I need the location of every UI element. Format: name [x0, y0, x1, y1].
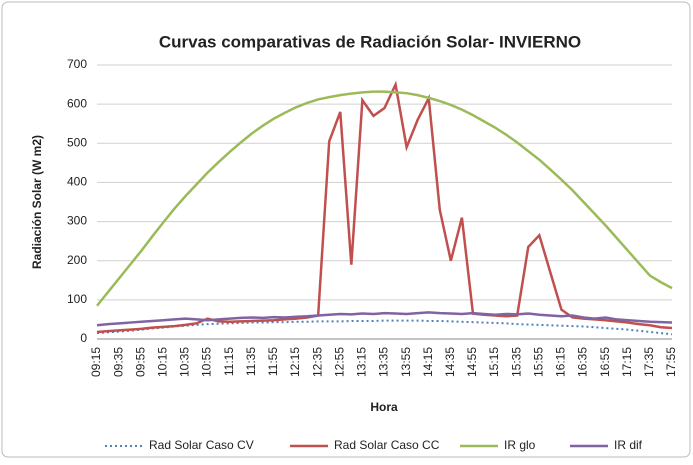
- x-tick-label: 09:15: [89, 347, 103, 377]
- x-tick-label: 09:35: [111, 347, 125, 377]
- x-tick-label: 15:55: [531, 347, 545, 377]
- x-tick-label: 15:35: [509, 347, 523, 377]
- x-tick-label: 17:15: [620, 347, 634, 377]
- x-tick-label: 15:15: [487, 347, 501, 377]
- x-tick-label: 16:35: [576, 347, 590, 377]
- x-tick-label: 14:15: [421, 347, 435, 377]
- x-tick-label: 12:35: [310, 347, 324, 377]
- x-tick-label: 13:55: [399, 347, 413, 377]
- chart-title: Curvas comparativas de Radiación Solar- …: [159, 32, 581, 51]
- y-tick-label: 500: [67, 135, 87, 149]
- x-tick-label: 10:35: [178, 347, 192, 377]
- y-tick-label: 200: [67, 253, 87, 267]
- legend-label: IR glo: [504, 438, 536, 452]
- y-tick-label: 300: [67, 214, 87, 228]
- x-tick-label: 17:55: [664, 347, 678, 377]
- y-axis-label: Radiación Solar (W m2): [30, 135, 44, 269]
- chart-frame: [1, 1, 691, 458]
- x-tick-label: 16:15: [554, 347, 568, 377]
- x-tick-label: 10:55: [200, 347, 214, 377]
- x-tick-label: 17:35: [642, 347, 656, 377]
- x-tick-label: 16:55: [598, 347, 612, 377]
- legend-label: Rad Solar Caso CV: [149, 438, 254, 452]
- y-tick-label: 0: [80, 331, 87, 345]
- x-axis-label: Hora: [370, 400, 398, 414]
- x-tick-label: 13:35: [377, 347, 391, 377]
- x-tick-label: 14:55: [465, 347, 479, 377]
- x-tick-label: 10:15: [156, 347, 170, 377]
- x-tick-label: 09:55: [133, 347, 147, 377]
- legend-label: Rad Solar Caso CC: [334, 438, 440, 452]
- x-tick-label: 11:35: [244, 347, 258, 376]
- y-tick-label: 700: [67, 57, 87, 71]
- legend-label: IR dif: [614, 438, 643, 452]
- x-tick-label: 13:15: [355, 347, 369, 377]
- x-tick-label: 14:35: [443, 347, 457, 377]
- series-line: [96, 319, 673, 336]
- y-tick-label: 600: [67, 96, 87, 110]
- series-line: [96, 90, 673, 307]
- y-tick-label: 400: [67, 175, 87, 189]
- x-tick-label: 11:15: [222, 347, 236, 376]
- x-tick-label: 12:15: [288, 347, 302, 377]
- series-line: [96, 311, 673, 327]
- series-line: [96, 80, 673, 334]
- x-tick-label: 12:55: [332, 347, 346, 377]
- x-tick-label: 11:55: [266, 347, 280, 376]
- y-tick-label: 100: [67, 292, 87, 306]
